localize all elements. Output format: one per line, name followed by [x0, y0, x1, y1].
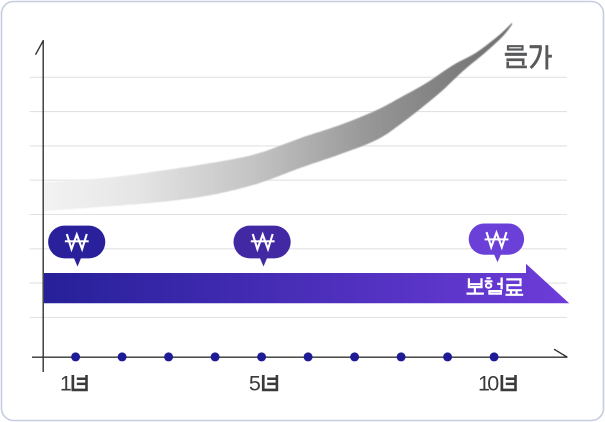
svg-text:1: 1 — [478, 372, 490, 396]
svg-text:1: 1 — [60, 372, 72, 396]
svg-text:0: 0 — [487, 372, 499, 396]
svg-text:5: 5 — [249, 372, 261, 396]
